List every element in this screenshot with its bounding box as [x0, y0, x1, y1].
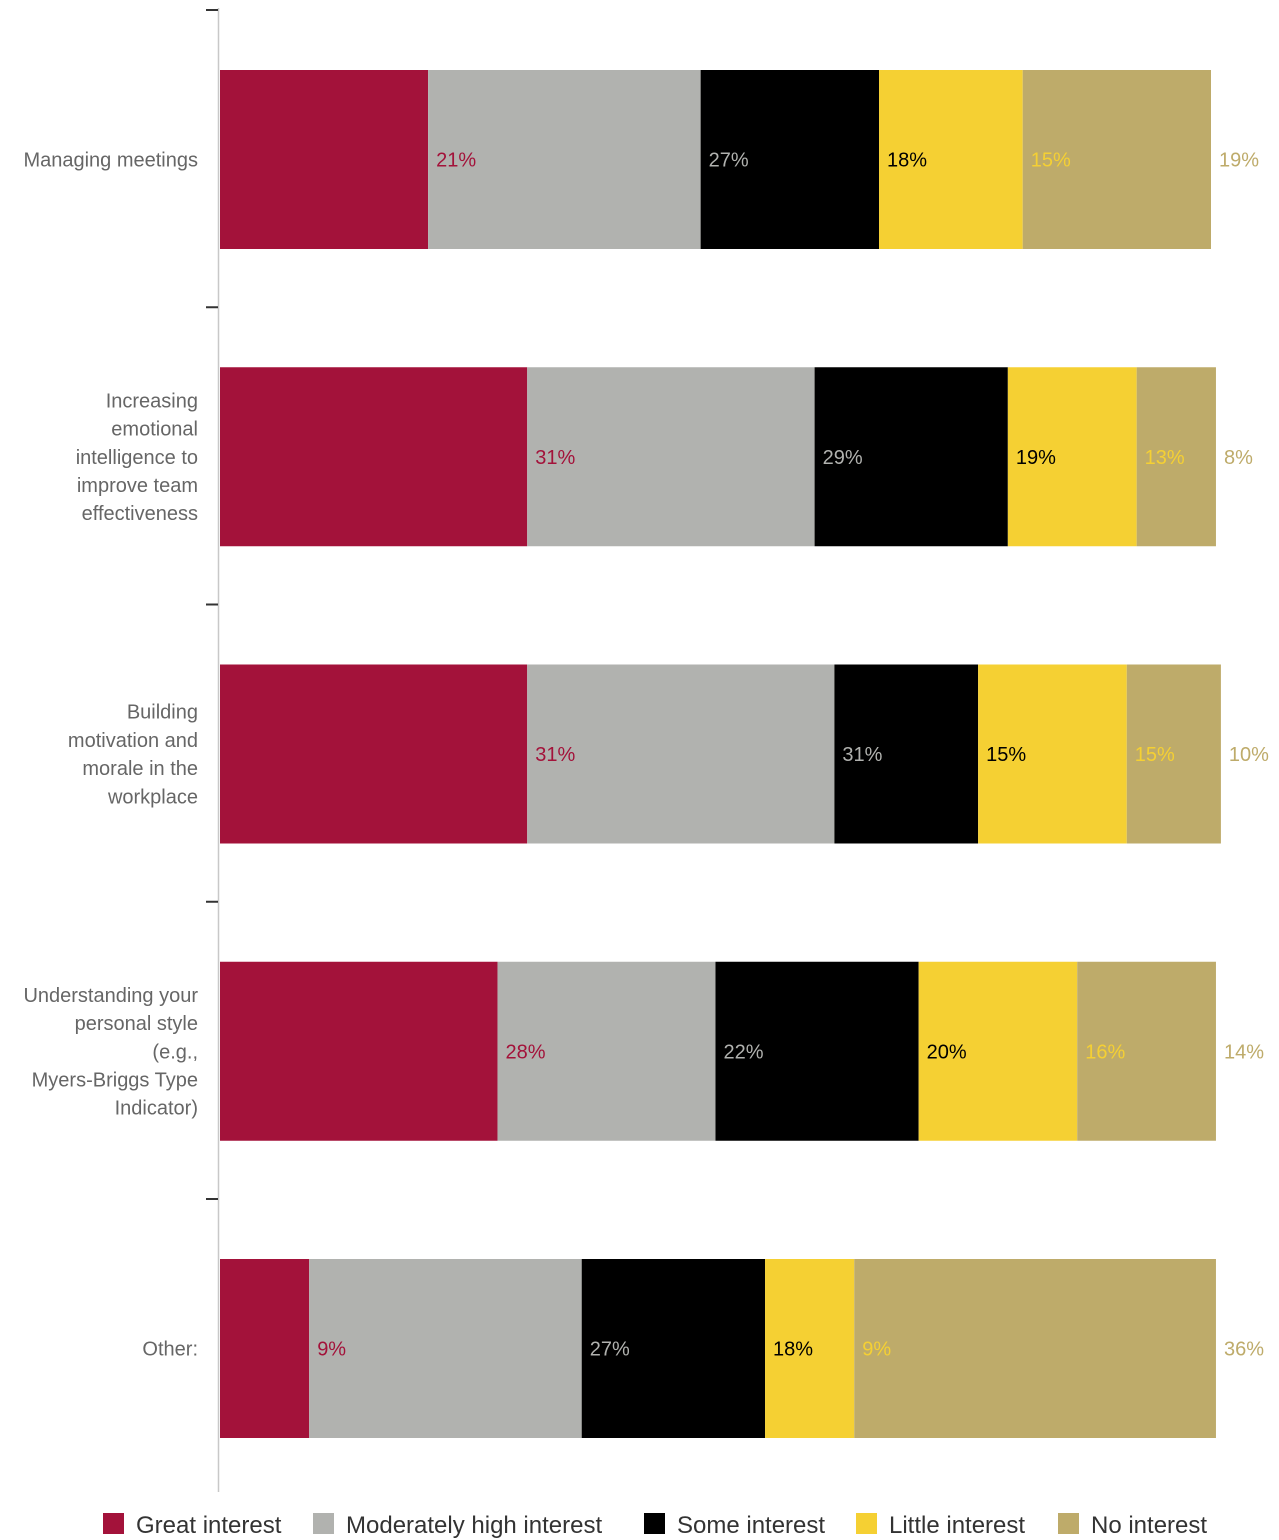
category-label-line: Understanding your: [23, 985, 198, 1007]
bar-segment-great-interest: [220, 1259, 310, 1438]
data-label: 14%: [1224, 1041, 1264, 1063]
legend-swatch: [644, 1513, 665, 1534]
data-label: 36%: [1224, 1339, 1264, 1361]
bar-segment-little-interest: [1007, 367, 1137, 547]
data-label: 15%: [1135, 744, 1175, 766]
category-label-line: personal style: [75, 1013, 198, 1035]
data-label: 21%: [436, 150, 476, 172]
category-label-line: emotional: [111, 419, 198, 441]
legend-label: No interest: [1091, 1512, 1207, 1539]
bar-segment-little-interest: [765, 1259, 855, 1438]
bar-segment-great-interest: [220, 961, 498, 1141]
bar-segment-some-interest: [814, 367, 1008, 547]
category-label-line: improve team: [77, 475, 198, 497]
data-label: 18%: [887, 150, 927, 172]
category-label-line: Other:: [142, 1339, 198, 1361]
data-label: 10%: [1229, 744, 1269, 766]
data-label: 19%: [1219, 150, 1259, 172]
category-label: Understanding your personal style (e.g., My…: [23, 985, 198, 1120]
data-label: 13%: [1145, 447, 1185, 469]
bar-segment-great-interest: [220, 367, 528, 547]
category-label-line: Managing meetings: [23, 150, 198, 172]
data-label: 29%: [823, 447, 863, 469]
category-label-line: Indicator): [115, 1098, 198, 1120]
category-label: Increasing emotional intelligence to improv…: [76, 390, 198, 525]
category-label: Building motivation and morale in the workp…: [68, 702, 198, 809]
data-label: 19%: [1016, 447, 1056, 469]
category-label-line: Increasing: [106, 390, 198, 412]
bar-segment-little-interest: [879, 70, 1023, 249]
legend-swatch: [1058, 1513, 1079, 1534]
data-label: 16%: [1085, 1041, 1125, 1063]
legend-swatch: [856, 1513, 877, 1534]
category-label-line: morale in the: [82, 758, 198, 780]
category-label-line: Building: [127, 702, 198, 724]
category-label: Other:: [142, 1339, 198, 1361]
category-label-line: effectiveness: [82, 503, 198, 525]
category-label: Managing meetings: [23, 150, 198, 172]
bar-segment-no-interest: [1126, 664, 1221, 844]
bar-segment-no-interest: [1022, 70, 1211, 249]
data-label: 31%: [535, 447, 575, 469]
data-label: 9%: [862, 1339, 891, 1361]
bar-segment-great-interest: [220, 70, 429, 249]
bar-segment-great-interest: [220, 664, 528, 844]
bar-segment-moderately-high-interest: [309, 1259, 582, 1438]
data-label: 18%: [773, 1339, 813, 1361]
category-label-line: (e.g.,: [152, 1041, 198, 1063]
data-label: 15%: [986, 744, 1026, 766]
legend-label: Some interest: [677, 1512, 825, 1539]
category-label-line: motivation and: [68, 730, 198, 752]
legend-swatch: [103, 1513, 124, 1534]
category-label-line: Myers-Briggs Type: [32, 1069, 198, 1091]
bar-segment-moderately-high-interest: [527, 367, 815, 547]
bar-segment-little-interest: [918, 961, 1078, 1141]
bar-segment-some-interest: [834, 664, 979, 844]
bar-segment-some-interest: [715, 961, 919, 1141]
data-label: 22%: [724, 1041, 764, 1063]
data-label: 27%: [590, 1339, 630, 1361]
bar-segment-no-interest: [854, 1259, 1216, 1438]
data-label: 8%: [1224, 447, 1253, 469]
bar-segment-some-interest: [700, 70, 880, 249]
data-label: 9%: [317, 1339, 346, 1361]
data-label: 20%: [927, 1041, 967, 1063]
data-label: 31%: [535, 744, 575, 766]
bar-segment-moderately-high-interest: [527, 664, 835, 844]
legend-label: Little interest: [889, 1512, 1025, 1539]
data-label: 15%: [1031, 150, 1071, 172]
legend-label: Moderately high interest: [346, 1512, 602, 1539]
category-label-line: workplace: [107, 786, 198, 808]
data-label: 31%: [842, 744, 882, 766]
category-label-line: intelligence to: [76, 447, 198, 469]
bar-segment-moderately-high-interest: [497, 961, 716, 1141]
bar-segment-little-interest: [978, 664, 1127, 844]
bar-segment-no-interest: [1077, 961, 1216, 1141]
legend-swatch: [313, 1513, 334, 1534]
bar-segment-some-interest: [581, 1259, 766, 1438]
legend-label: Great interest: [136, 1512, 282, 1539]
data-label: 28%: [505, 1041, 545, 1063]
bar-segment-moderately-high-interest: [428, 70, 701, 249]
data-label: 27%: [709, 150, 749, 172]
bar-segment-no-interest: [1136, 367, 1216, 547]
